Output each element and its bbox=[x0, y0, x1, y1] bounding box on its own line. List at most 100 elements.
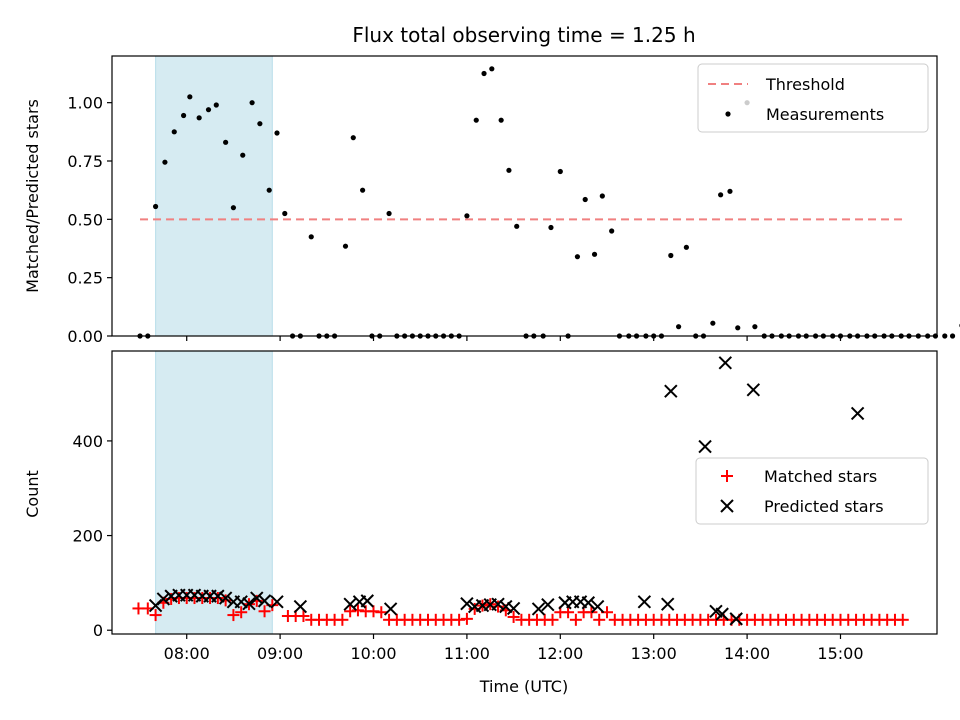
predicted-star-point bbox=[250, 591, 264, 605]
top-y-axis-label: Matched/Predicted stars bbox=[23, 99, 42, 293]
matched-star-point bbox=[546, 613, 559, 626]
measurement-point bbox=[230, 205, 237, 211]
matched-star-point bbox=[593, 613, 606, 626]
x-tick-label: 15:00 bbox=[817, 644, 863, 663]
legend-measurements-label: Measurements bbox=[766, 105, 884, 124]
predicted-star-point bbox=[698, 439, 712, 454]
legend-predicted-label: Predicted stars bbox=[764, 497, 884, 516]
predicted-star-point bbox=[257, 594, 272, 608]
measurement-point bbox=[152, 203, 159, 210]
predicted-star-point bbox=[460, 597, 474, 611]
measurement-point bbox=[350, 135, 356, 141]
top-y-tick-label: 1.00 bbox=[67, 94, 103, 113]
measurement-point bbox=[240, 152, 246, 158]
measurement-point bbox=[752, 324, 758, 330]
measurement-point bbox=[676, 324, 682, 330]
matched-star-point bbox=[227, 609, 240, 622]
top-legend-box bbox=[697, 63, 929, 133]
bottom-x-axis-label: Time (UTC) bbox=[479, 677, 568, 696]
measurement-point bbox=[557, 168, 563, 175]
bottom-y-axis-label: Count bbox=[23, 470, 42, 518]
matched-star-point bbox=[297, 610, 310, 623]
predicted-star-point bbox=[590, 599, 605, 614]
matched-star-point bbox=[507, 610, 520, 623]
predicted-star-point bbox=[234, 595, 248, 609]
x-tick-label: 12:00 bbox=[537, 644, 583, 663]
chart-title: Flux total observing time = 1.25 h bbox=[352, 23, 695, 47]
legend-measurement-swatch bbox=[725, 111, 731, 117]
measurement-point bbox=[266, 187, 272, 193]
legend-matched-label: Matched stars bbox=[764, 467, 877, 486]
predicted-star-point bbox=[581, 596, 596, 610]
measurement-point bbox=[506, 167, 512, 173]
bottom-legend: Matched stars Predicted stars bbox=[695, 457, 929, 525]
predicted-star-point bbox=[541, 597, 555, 612]
measurement-point bbox=[196, 115, 202, 121]
predicted-star-point bbox=[360, 594, 374, 608]
legend-predicted-swatch bbox=[720, 499, 734, 513]
measurement-point bbox=[282, 210, 288, 217]
matched-star-point bbox=[258, 605, 271, 618]
predicted-star-point bbox=[531, 602, 546, 616]
predicted-star-point bbox=[211, 589, 225, 603]
top-y-tick-label: 0.50 bbox=[67, 210, 103, 229]
predicted-star-point bbox=[729, 612, 743, 626]
measurement-point bbox=[249, 100, 255, 106]
measurement-point bbox=[582, 196, 588, 203]
predicted-star-point bbox=[156, 592, 171, 606]
predicted-star-point bbox=[383, 602, 398, 616]
bottom-y-tick-label: 400 bbox=[72, 432, 103, 451]
predicted-star-point bbox=[637, 595, 652, 609]
predicted-star-point bbox=[746, 383, 761, 397]
measurement-point bbox=[727, 188, 733, 194]
bottom-y-ticks: 0 200 400 bbox=[72, 432, 112, 640]
bottom-y-tick-label: 0 bbox=[93, 621, 103, 640]
top-y-tick-label: 0.25 bbox=[67, 269, 103, 288]
x-tick-label: 13:00 bbox=[631, 644, 677, 663]
measurement-point bbox=[308, 234, 314, 240]
measurement-point bbox=[718, 192, 724, 198]
predicted-star-point bbox=[293, 599, 308, 614]
measurement-point bbox=[489, 66, 495, 72]
measurement-point bbox=[171, 129, 177, 135]
predicted-star-point bbox=[850, 406, 865, 421]
measurement-point bbox=[464, 213, 470, 219]
top-y-ticks: 0.00 0.25 0.50 0.75 1.00 bbox=[67, 94, 112, 346]
bottom-x-ticks: 08:00 09:00 10:00 11:00 12:00 13:00 14:00 15:00 bbox=[164, 634, 864, 663]
matched-star-point bbox=[149, 609, 162, 622]
predicted-stars-points bbox=[148, 356, 865, 626]
measurement-point bbox=[949, 333, 956, 339]
bottom-y-tick-label: 200 bbox=[72, 527, 103, 546]
measurement-point bbox=[181, 112, 187, 119]
measurement-point bbox=[360, 187, 366, 193]
bottom-plot-frame bbox=[111, 350, 938, 635]
predicted-star-point bbox=[499, 599, 513, 614]
measurement-point bbox=[683, 244, 689, 250]
bottom-panel: 0 200 400 08:00 09:00 10:00 11:00 12:00 13:00 14… bbox=[23, 350, 938, 696]
measurement-point bbox=[213, 102, 219, 108]
matched-star-point bbox=[235, 606, 248, 619]
measurement-point bbox=[548, 224, 554, 231]
measurement-point bbox=[574, 254, 581, 260]
predicted-star-point bbox=[506, 601, 521, 616]
predicted-star-point bbox=[242, 597, 256, 611]
bottom-highlight-span bbox=[155, 350, 273, 635]
measurement-point bbox=[668, 252, 674, 259]
predicted-star-point bbox=[661, 597, 675, 611]
predicted-star-point bbox=[718, 356, 733, 370]
x-tick-label: 08:00 bbox=[164, 644, 210, 663]
matched-star-point bbox=[375, 606, 388, 619]
top-y-tick-label: 0.00 bbox=[67, 327, 103, 346]
matched-star-point bbox=[492, 600, 505, 613]
measurement-points bbox=[137, 66, 960, 339]
measurement-point bbox=[599, 193, 605, 199]
top-legend: Threshold Measurements bbox=[697, 63, 929, 133]
measurement-point bbox=[473, 117, 479, 123]
measurement-point bbox=[942, 333, 948, 339]
matched-star-point bbox=[896, 613, 909, 626]
predicted-star-point bbox=[270, 595, 284, 609]
legend-matched-swatch bbox=[721, 470, 733, 482]
top-plot-frame bbox=[111, 55, 938, 337]
top-panel: 0.00 0.25 0.50 0.75 1.00 Matched/Predicted s… bbox=[23, 55, 960, 346]
